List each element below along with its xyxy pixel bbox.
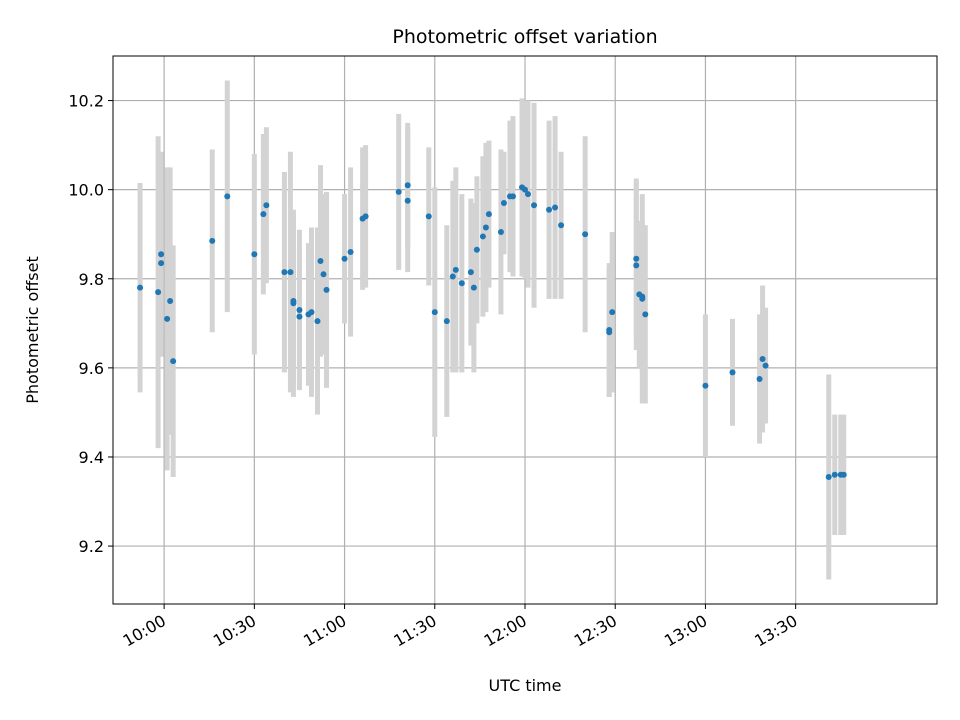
y-tick-label: 10.2 [68,92,104,111]
data-point [395,188,402,195]
data-point [729,369,736,376]
data-point [582,231,589,238]
data-point [260,211,267,218]
data-point [347,249,354,256]
data-point [470,284,477,291]
y-tick-label: 10.0 [68,181,104,200]
data-point [522,186,528,193]
data-point [404,182,411,189]
data-point [449,273,456,280]
data-point [762,362,769,369]
data-point [158,260,165,267]
data-point [500,200,507,207]
data-point [642,311,649,318]
data-point [525,191,532,198]
data-point [452,266,459,273]
data-point [320,271,327,278]
data-point [840,471,847,478]
data-point [467,269,474,276]
data-point [756,376,763,383]
data-point [308,309,315,316]
data-point [825,474,832,481]
data-point [263,202,270,209]
data-point [404,197,411,204]
y-tick-label: 9.8 [79,270,104,289]
data-point [314,318,321,325]
data-point [546,206,553,213]
data-point [251,251,258,258]
data-point [137,284,144,291]
data-point [281,269,288,276]
data-point [290,298,297,305]
data-point [209,237,216,244]
data-point [482,224,489,231]
data-point [509,193,516,200]
data-point [479,233,486,240]
data-point [609,309,616,316]
data-point [296,306,303,313]
data-point [497,228,504,235]
data-point [633,255,640,262]
data-point [485,211,492,218]
y-axis-title: Photometric offset [23,256,42,404]
data-point [431,309,438,316]
data-point [473,246,480,253]
data-point [552,204,559,211]
y-tick-label: 9.6 [79,359,104,378]
data-point [425,213,432,220]
data-point [458,280,465,287]
data-point [633,262,640,269]
data-point [287,269,294,276]
data-point [317,257,324,264]
y-axis: 9.2 9.4 9.6 9.8 10.0 10.2 [68,92,113,556]
data-point [224,193,231,200]
data-point [558,222,565,229]
data-point [702,382,709,389]
data-point [167,298,174,305]
data-point [443,318,450,325]
data-point [759,355,766,362]
data-point [164,315,171,322]
data-point [362,213,369,220]
data-point [531,202,538,209]
y-tick-label: 9.2 [79,537,104,556]
data-point [170,358,177,365]
data-points [137,182,847,481]
data-point [341,255,348,262]
data-point [639,295,646,302]
data-point [831,471,838,478]
chart-title: Photometric offset variation [392,26,657,48]
y-tick-label: 9.4 [79,448,104,467]
data-point [606,329,613,336]
data-point [155,289,162,296]
data-point [296,313,303,320]
x-axis-title: UTC time [489,676,562,695]
data-point [158,251,165,258]
data-point [323,286,330,293]
